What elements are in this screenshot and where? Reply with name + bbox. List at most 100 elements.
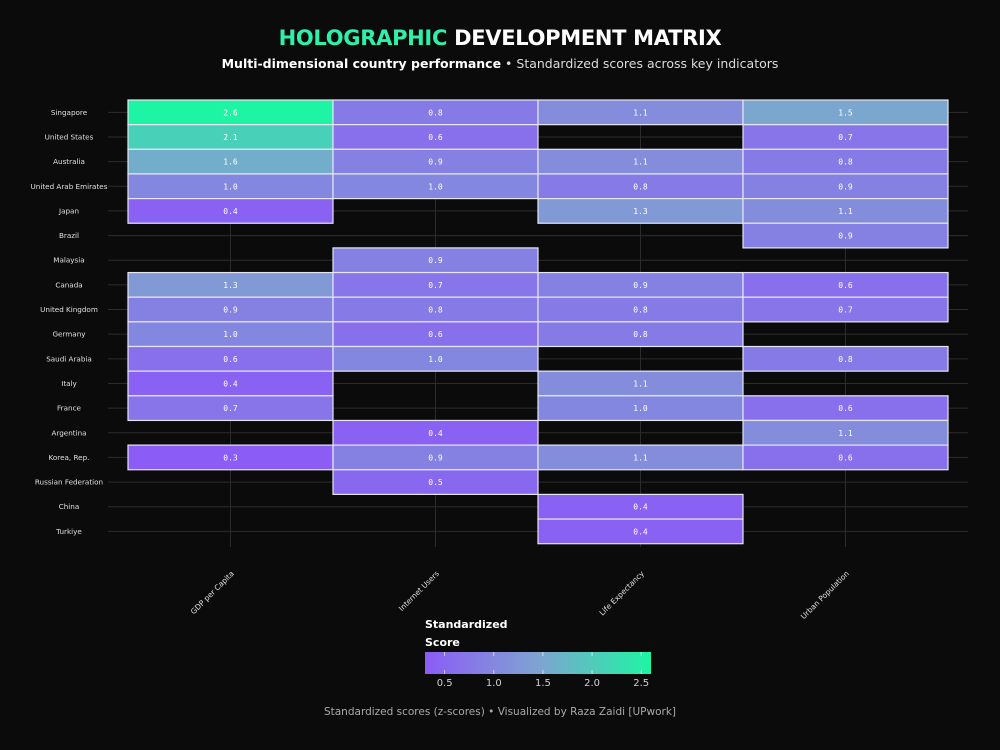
cell-value-label: 1.1 bbox=[633, 108, 648, 117]
cell-value-label: 0.6 bbox=[838, 404, 853, 413]
heatmap-cell bbox=[332, 247, 539, 274]
heatmap-cell bbox=[742, 345, 949, 372]
heatmap-cell bbox=[332, 444, 539, 471]
cell-value-label: 1.0 bbox=[428, 182, 443, 191]
cell-value-label: 0.7 bbox=[223, 404, 238, 413]
cell-value-label: 1.0 bbox=[633, 404, 648, 413]
heatmap-cell bbox=[742, 222, 949, 249]
heatmap-cell bbox=[537, 99, 744, 126]
title-rest: DEVELOPMENT MATRIX bbox=[454, 26, 722, 50]
cell-value-label: 0.7 bbox=[838, 133, 853, 142]
heatmap-cell bbox=[127, 370, 334, 397]
x-tick-label: Internet Users bbox=[397, 569, 441, 613]
colorbar-tick-label: 0.5 bbox=[437, 678, 453, 689]
y-tick-label: Italy bbox=[61, 379, 77, 388]
cell-value-label: 1.3 bbox=[633, 207, 648, 216]
cell-value-label: 0.8 bbox=[838, 355, 853, 364]
y-tick-label: Malaysia bbox=[53, 256, 84, 265]
y-tick-label: Singapore bbox=[51, 108, 88, 117]
heatmap-cell bbox=[127, 321, 334, 348]
subtitle-rest: • Standardized scores across key indicat… bbox=[501, 56, 779, 71]
heatmap-cell bbox=[127, 395, 334, 422]
heatmap-cell bbox=[127, 296, 334, 323]
cell-value-label: 0.9 bbox=[633, 281, 648, 290]
y-tick-label: Argentina bbox=[51, 428, 86, 437]
cell-value-label: 1.0 bbox=[223, 182, 238, 191]
heatmap-cell bbox=[127, 271, 334, 298]
y-tick-label: United Kingdom bbox=[40, 305, 98, 314]
cell-value-label: 0.5 bbox=[428, 478, 443, 487]
cell-value-label: 0.8 bbox=[633, 182, 648, 191]
heatmap-cell bbox=[537, 444, 744, 471]
cell-value-label: 0.4 bbox=[223, 379, 238, 388]
heatmap-cell bbox=[742, 444, 949, 471]
cell-value-label: 1.6 bbox=[223, 158, 238, 167]
heatmap-cell bbox=[127, 198, 334, 224]
cell-value-label: 2.1 bbox=[223, 133, 238, 142]
y-tick-label: Turkiye bbox=[55, 527, 82, 536]
cell-value-label: 0.8 bbox=[428, 108, 443, 117]
cell-value-label: 1.3 bbox=[223, 281, 238, 290]
colorbar-tick-label: 1.0 bbox=[486, 678, 502, 689]
legend-title-line2: Score bbox=[425, 636, 460, 649]
y-tick-label: Japan bbox=[58, 206, 79, 215]
heatmap-cell bbox=[332, 419, 539, 446]
cell-value-label: 1.0 bbox=[223, 330, 238, 339]
colorbar-tick-label: 2.5 bbox=[633, 678, 649, 689]
heatmap-cell bbox=[537, 395, 744, 422]
cell-value-label: 0.9 bbox=[838, 182, 853, 191]
heatmap-cell bbox=[742, 419, 949, 446]
heatmap-cell bbox=[537, 493, 744, 520]
legend-title: Standardized Score bbox=[425, 616, 545, 652]
heatmap-cell bbox=[332, 99, 539, 126]
heatmap-cell bbox=[332, 345, 539, 372]
cell-value-label: 0.6 bbox=[428, 133, 443, 142]
cell-value-label: 0.8 bbox=[428, 306, 443, 315]
cell-value-label: 0.4 bbox=[223, 207, 238, 216]
heatmap-cell bbox=[742, 173, 949, 200]
heatmap-cell bbox=[127, 173, 334, 200]
heatmap-cell bbox=[537, 321, 744, 348]
cell-value-label: 0.8 bbox=[633, 330, 648, 339]
heatmap-cell bbox=[742, 198, 949, 224]
cell-value-label: 0.9 bbox=[838, 232, 853, 241]
cell-value-label: 1.1 bbox=[838, 207, 853, 216]
cell-value-label: 0.8 bbox=[838, 158, 853, 167]
cell-value-label: 1.1 bbox=[838, 429, 853, 438]
heatmap-cell bbox=[537, 370, 744, 397]
heatmap-cell bbox=[537, 296, 744, 323]
cell-value-label: 1.1 bbox=[633, 453, 648, 462]
y-tick-label: United States bbox=[45, 132, 94, 141]
heatmap-cell bbox=[742, 395, 949, 422]
cell-value-label: 0.9 bbox=[428, 158, 443, 167]
heatmap-cell bbox=[332, 469, 539, 495]
heatmap-cell bbox=[742, 148, 949, 175]
cell-value-label: 0.6 bbox=[223, 355, 238, 364]
heatmap-cell bbox=[537, 518, 744, 545]
x-tick-label: Life Expectancy bbox=[598, 569, 647, 618]
title-accent: HOLOGRAPHIC bbox=[278, 26, 448, 50]
heatmap-cell bbox=[742, 124, 949, 150]
cell-value-label: 0.4 bbox=[428, 429, 443, 438]
x-tick-label: GDP per Capita bbox=[189, 569, 236, 616]
y-tick-label: Canada bbox=[55, 280, 82, 289]
y-tick-label: Australia bbox=[53, 157, 85, 166]
cell-value-label: 2.6 bbox=[223, 108, 238, 117]
colorbar-tick-label: 2.0 bbox=[584, 678, 600, 689]
heatmap-cell bbox=[742, 296, 949, 323]
heatmap-cell bbox=[332, 148, 539, 175]
y-tick-label: France bbox=[57, 404, 81, 413]
cell-value-label: 0.7 bbox=[838, 306, 853, 315]
cell-value-label: 0.7 bbox=[428, 281, 443, 290]
cell-value-label: 1.1 bbox=[633, 379, 648, 388]
cell-value-label: 0.6 bbox=[838, 453, 853, 462]
cell-value-label: 0.3 bbox=[223, 453, 238, 462]
y-tick-label: Brazil bbox=[59, 231, 79, 240]
y-tick-label: Germany bbox=[52, 330, 86, 339]
chart-title: HOLOGRAPHIC DEVELOPMENT MATRIX bbox=[0, 26, 1000, 50]
y-tick-label: China bbox=[59, 502, 80, 511]
heatmap-cell bbox=[332, 173, 539, 200]
chart-subtitle: Multi-dimensional country performance • … bbox=[0, 56, 1000, 71]
x-tick-label: Urban Population bbox=[799, 569, 851, 621]
